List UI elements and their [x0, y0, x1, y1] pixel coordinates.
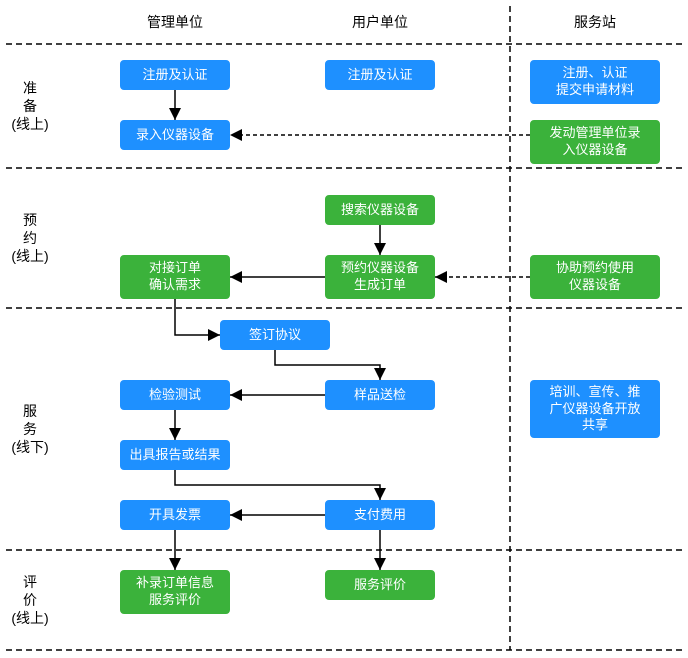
flowchart-canvas: 管理单位用户单位服务站准 备 (线上)预 约 (线上)服 务 (线下)评 价 (…	[0, 0, 688, 658]
connections-layer	[0, 0, 688, 658]
